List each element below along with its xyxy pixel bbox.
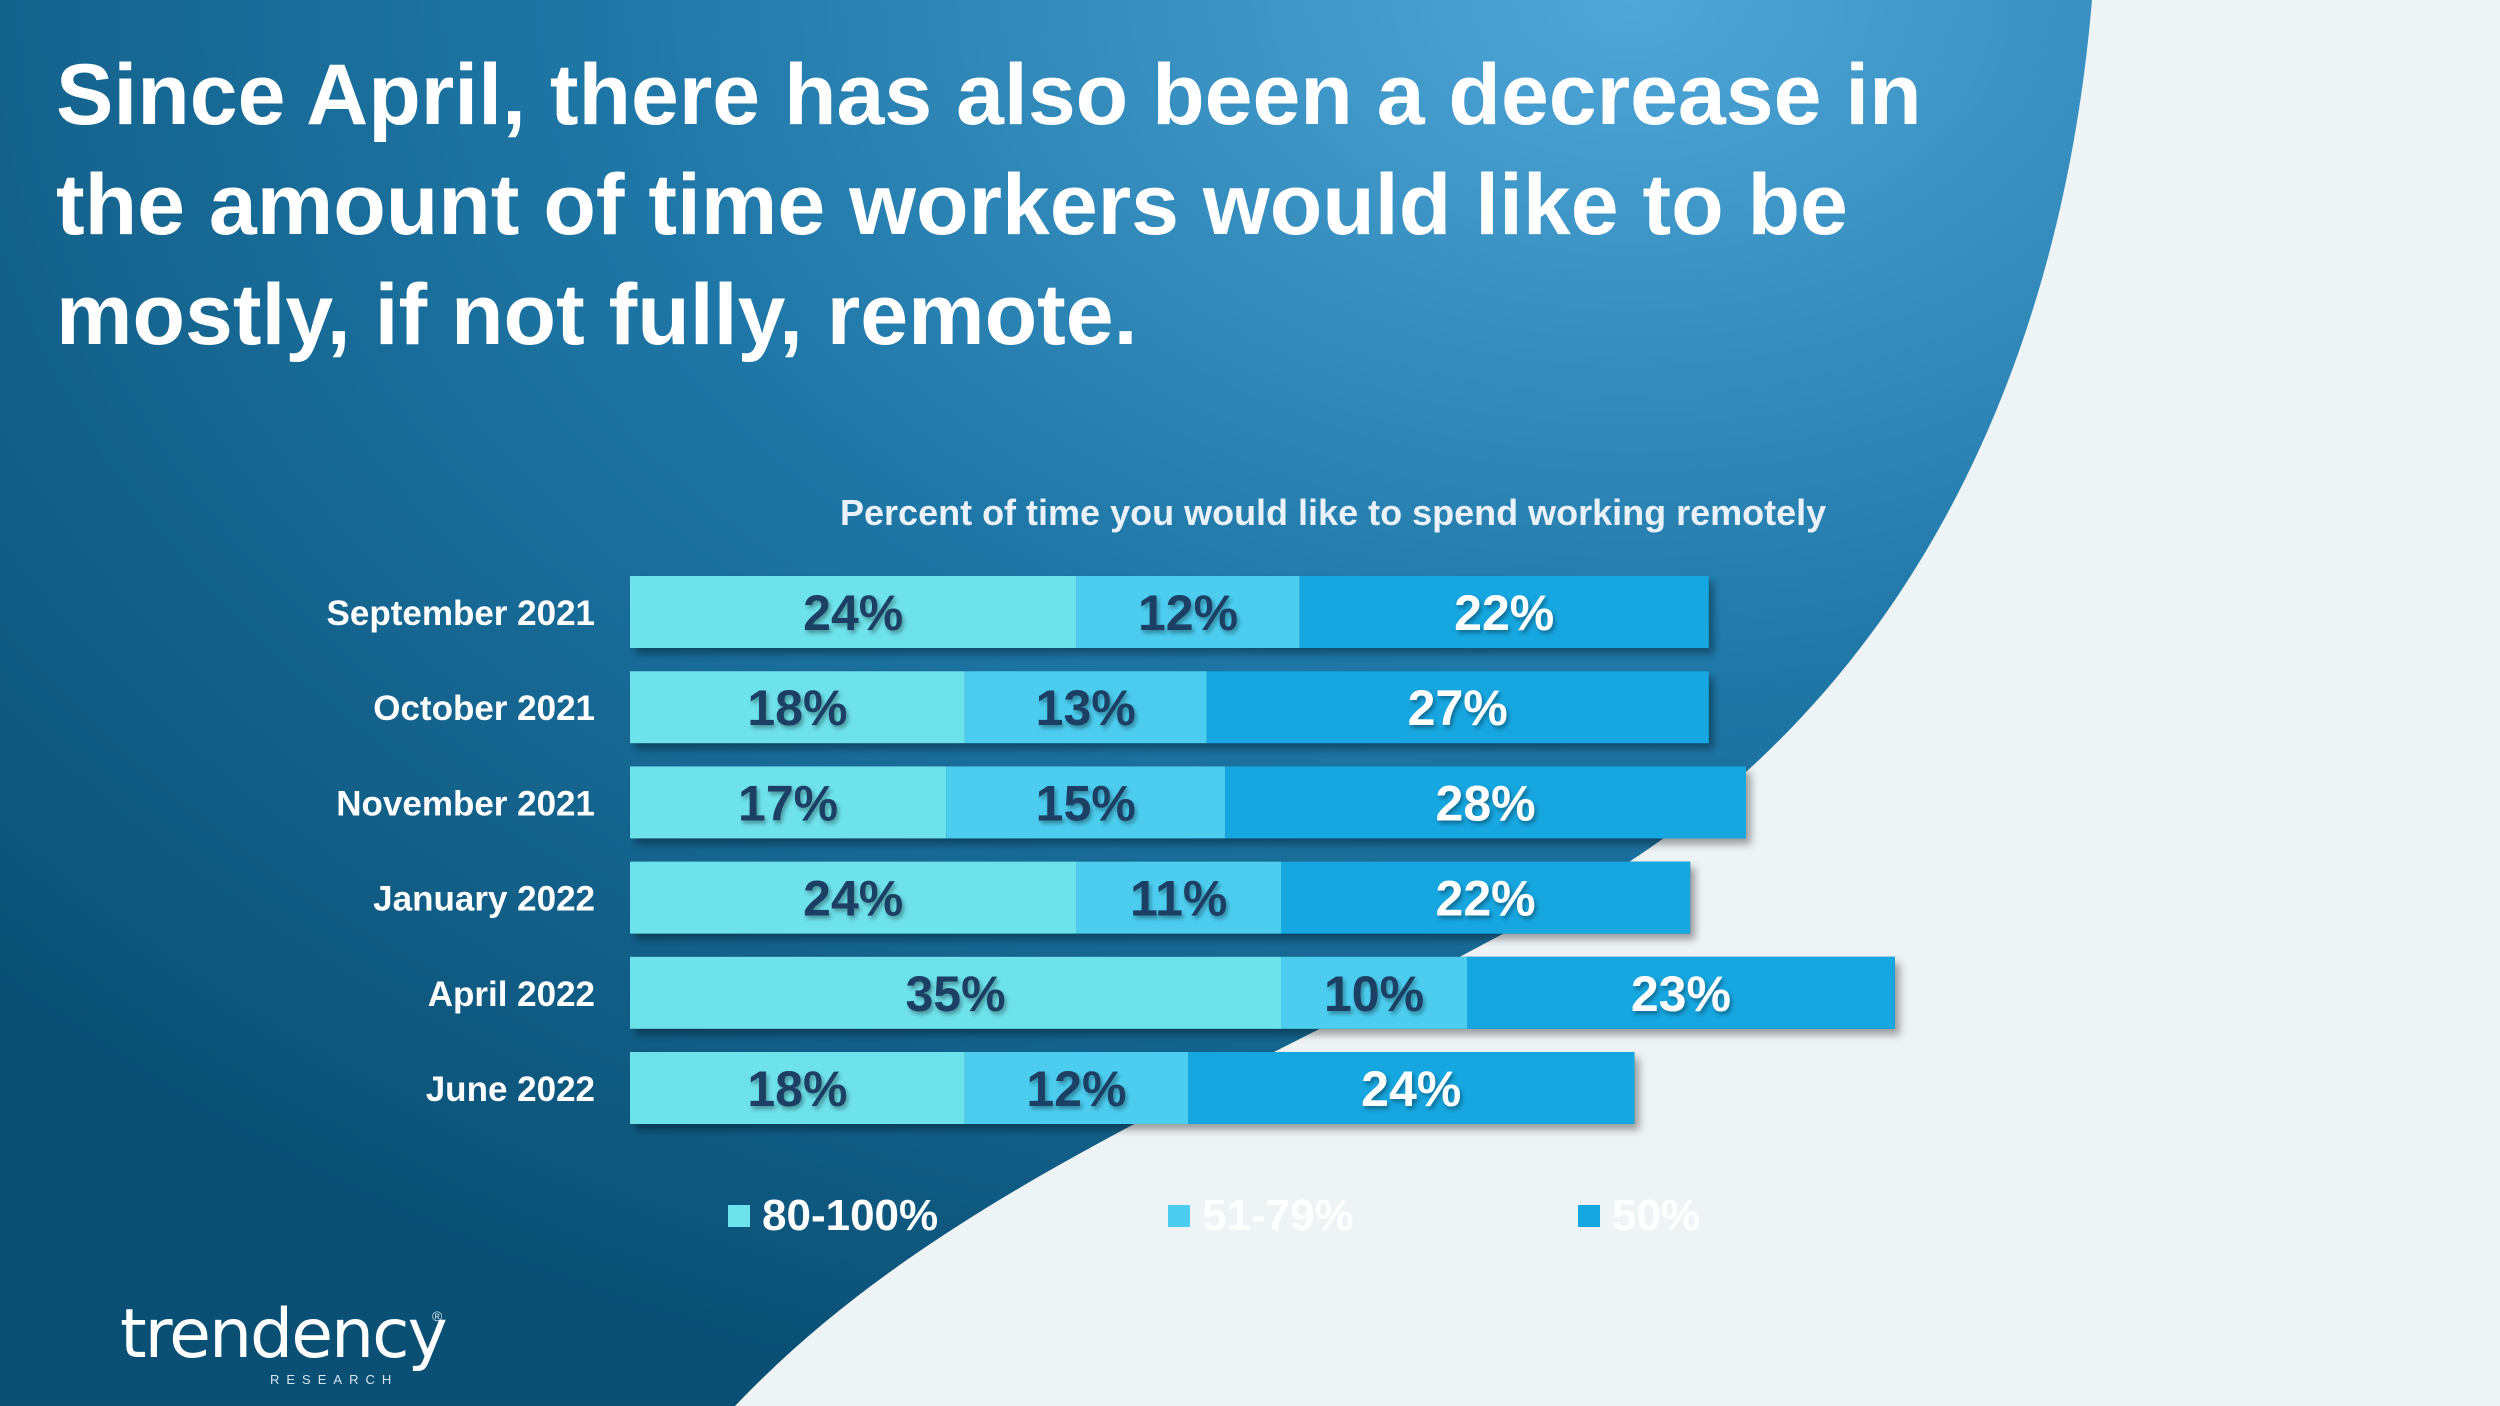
data-label-april-2022-s1: 10%	[1324, 966, 1424, 1022]
category-label-september-2021: September 2021	[327, 594, 595, 633]
data-label-september-2021-s0: 24%	[803, 585, 903, 641]
bar-segment-january-2022-s1	[1076, 861, 1281, 934]
logo-registered-mark: ®	[432, 1308, 443, 1324]
category-label-november-2021: November 2021	[336, 784, 595, 823]
data-label-november-2021-s1: 15%	[1036, 775, 1136, 831]
data-label-october-2021-s2: 27%	[1408, 680, 1508, 736]
data-label-september-2021-s1: 12%	[1138, 585, 1238, 641]
chart-title: Percent of time you would like to spend …	[840, 492, 1827, 533]
bar-segment-november-2021-s2	[1225, 766, 1746, 839]
bar-segment-november-2021-s1	[946, 766, 1226, 839]
legend-label-80-100: 80-100%	[762, 1191, 939, 1240]
data-label-january-2022-s1: 11%	[1130, 871, 1227, 927]
category-label-april-2022: April 2022	[428, 975, 595, 1014]
trendency-logo: trendency RESEARCH ®	[120, 1295, 448, 1388]
logo-wordmark: trendency	[120, 1295, 448, 1374]
bar-segment-january-2022-s0	[630, 861, 1077, 934]
data-label-september-2021-s2: 22%	[1454, 585, 1554, 641]
legend-swatch-50	[1578, 1205, 1600, 1227]
data-label-january-2022-s0: 24%	[803, 871, 903, 927]
data-label-june-2022-s2: 24%	[1361, 1061, 1461, 1117]
legend-swatch-80-100	[728, 1205, 750, 1227]
data-label-june-2022-s0: 18%	[747, 1061, 847, 1117]
data-label-november-2021-s2: 28%	[1436, 775, 1536, 831]
legend-item-50: 50%	[1578, 1191, 1701, 1240]
category-label-june-2022: June 2022	[426, 1070, 595, 1109]
bar-segment-april-2022-s2	[1467, 956, 1895, 1029]
slide-title: Since April, there has also been a decre…	[56, 47, 1922, 363]
data-label-june-2022-s1: 12%	[1026, 1061, 1126, 1117]
data-label-october-2021-s1: 13%	[1036, 680, 1136, 736]
legend-swatch-51-79	[1168, 1205, 1190, 1227]
data-label-november-2021-s0: 17%	[738, 775, 838, 831]
bar-segment-october-2021-s1	[964, 671, 1207, 744]
bar-segment-january-2022-s2	[1281, 861, 1691, 934]
legend-label-50: 50%	[1612, 1191, 1701, 1240]
data-label-april-2022-s0: 35%	[905, 966, 1005, 1022]
bar-segment-april-2022-s1	[1281, 956, 1467, 1029]
legend-item-51-79: 51-79%	[1168, 1191, 1354, 1240]
bar-segment-october-2021-s0	[630, 671, 965, 744]
category-label-october-2021: October 2021	[373, 689, 595, 728]
bar-segment-june-2022-s2	[1188, 1052, 1635, 1124]
bar-segment-april-2022-s0	[630, 956, 1281, 1029]
logo-subtext: RESEARCH	[270, 1372, 399, 1387]
bar-segment-june-2022-s1	[964, 1052, 1188, 1124]
bar-segment-october-2021-s2	[1206, 671, 1709, 744]
data-label-october-2021-s0: 18%	[747, 680, 847, 736]
bar-segment-june-2022-s0	[630, 1052, 965, 1124]
category-label-january-2022: January 2022	[373, 880, 595, 919]
bar-segment-september-2021-s0	[630, 576, 1077, 648]
bar-segment-september-2021-s1	[1076, 576, 1300, 648]
bar-segment-september-2021-s2	[1299, 576, 1709, 648]
data-label-january-2022-s2: 22%	[1436, 871, 1536, 927]
data-label-april-2022-s2: 23%	[1631, 966, 1731, 1022]
bar-segment-november-2021-s0	[630, 766, 947, 839]
legend-label-51-79: 51-79%	[1202, 1191, 1354, 1240]
legend-item-80-100: 80-100%	[728, 1191, 939, 1240]
